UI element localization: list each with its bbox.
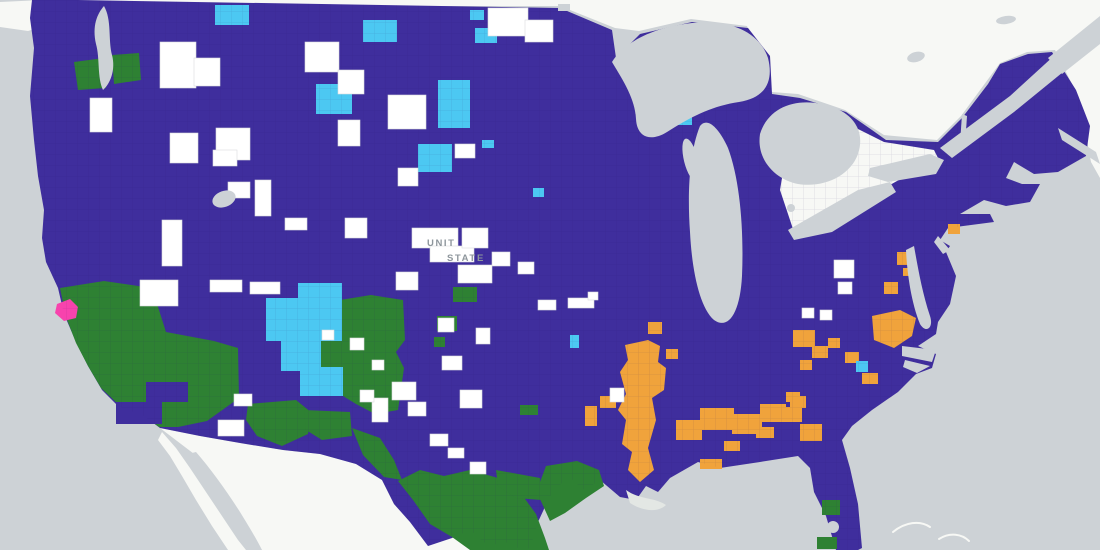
- white-county[interactable]: [159, 41, 197, 89]
- white-county[interactable]: [457, 264, 493, 284]
- chesapeake-bay: [906, 246, 932, 330]
- water-features: [94, 4, 1100, 550]
- baja-california: [158, 432, 246, 550]
- white-county[interactable]: [407, 401, 427, 417]
- white-county[interactable]: [833, 259, 855, 279]
- white-county[interactable]: [609, 387, 625, 403]
- white-county[interactable]: [491, 251, 511, 267]
- white-county[interactable]: [801, 307, 815, 319]
- bahamas-island-outline: [938, 533, 970, 542]
- white-county[interactable]: [429, 245, 475, 263]
- white-county[interactable]: [475, 327, 491, 345]
- white-county[interactable]: [437, 317, 455, 333]
- white-county[interactable]: [387, 94, 427, 130]
- white-county[interactable]: [169, 132, 199, 164]
- great-salt-lake: [212, 190, 236, 208]
- white-county[interactable]: [321, 329, 335, 341]
- white-county[interactable]: [304, 41, 340, 73]
- white-county[interactable]: [254, 179, 272, 217]
- lake-st-clair: [787, 204, 795, 212]
- white-no-data-counties[interactable]: [89, 7, 855, 475]
- white-county[interactable]: [819, 309, 833, 321]
- white-county[interactable]: [209, 279, 243, 293]
- white-county[interactable]: [459, 389, 483, 409]
- bay-of-fundy: [1058, 128, 1100, 164]
- white-county[interactable]: [344, 217, 368, 239]
- white-county[interactable]: [447, 447, 465, 459]
- bahamas-island-outline: [892, 521, 931, 533]
- lake-huron: [759, 102, 861, 185]
- lake-champlain: [960, 114, 967, 146]
- white-county[interactable]: [395, 271, 419, 291]
- country-label: UNIT STAT E: [427, 238, 485, 264]
- white-county[interactable]: [161, 219, 183, 267]
- quebec-lake: [996, 15, 1016, 25]
- white-county[interactable]: [371, 397, 389, 423]
- white-county[interactable]: [397, 167, 419, 187]
- pamlico-sound: [902, 346, 936, 362]
- white-county[interactable]: [517, 261, 535, 275]
- mississippi-delta-marsh: [626, 490, 666, 511]
- white-county[interactable]: [212, 149, 238, 167]
- country-label-fragment: E: [477, 253, 485, 264]
- white-county[interactable]: [139, 279, 179, 307]
- quebec-lake: [907, 51, 925, 63]
- white-county[interactable]: [337, 119, 361, 147]
- bahamas-outlines: [892, 521, 970, 542]
- lake-okeechobee: [827, 521, 839, 533]
- white-county[interactable]: [249, 281, 281, 295]
- lake-superior: [612, 22, 770, 138]
- white-county[interactable]: [429, 433, 449, 447]
- canada-landmass: [78, 0, 1100, 178]
- delaware-bay: [934, 236, 950, 254]
- st-lawrence-mouth: [1048, 16, 1100, 74]
- white-county[interactable]: [284, 217, 308, 231]
- white-county[interactable]: [233, 393, 253, 407]
- white-county[interactable]: [217, 419, 245, 437]
- mexico-landmass: [160, 428, 522, 550]
- white-county[interactable]: [461, 227, 489, 249]
- white-county[interactable]: [193, 57, 221, 87]
- country-label-fragment: STAT: [447, 253, 477, 264]
- country-label-fragment: UNIT: [427, 238, 456, 249]
- white-county[interactable]: [359, 389, 375, 403]
- white-county[interactable]: [391, 381, 417, 401]
- white-county[interactable]: [441, 355, 463, 371]
- lake-erie: [788, 182, 896, 240]
- albemarle-sound: [903, 360, 930, 373]
- white-county[interactable]: [587, 291, 599, 301]
- white-county[interactable]: [537, 299, 557, 311]
- white-county[interactable]: [89, 97, 113, 133]
- white-county[interactable]: [567, 297, 595, 309]
- lake-ontario: [868, 154, 944, 182]
- white-county[interactable]: [349, 337, 365, 351]
- gulf-of-california: [188, 452, 262, 550]
- white-county[interactable]: [469, 461, 487, 475]
- white-county[interactable]: [337, 69, 365, 95]
- puget-sound: [94, 6, 114, 90]
- st-lawrence-river: [940, 54, 1068, 158]
- lake-of-the-woods: [558, 4, 570, 11]
- white-county[interactable]: [454, 143, 476, 159]
- green-bay: [682, 138, 700, 182]
- white-county[interactable]: [837, 281, 853, 295]
- white-county[interactable]: [371, 359, 385, 371]
- lake-michigan: [688, 122, 743, 323]
- white-county[interactable]: [524, 19, 554, 43]
- white-county[interactable]: [487, 7, 529, 37]
- orange-county-delmarva[interactable]: [948, 224, 960, 234]
- green-counties-south-florida[interactable]: [817, 537, 837, 549]
